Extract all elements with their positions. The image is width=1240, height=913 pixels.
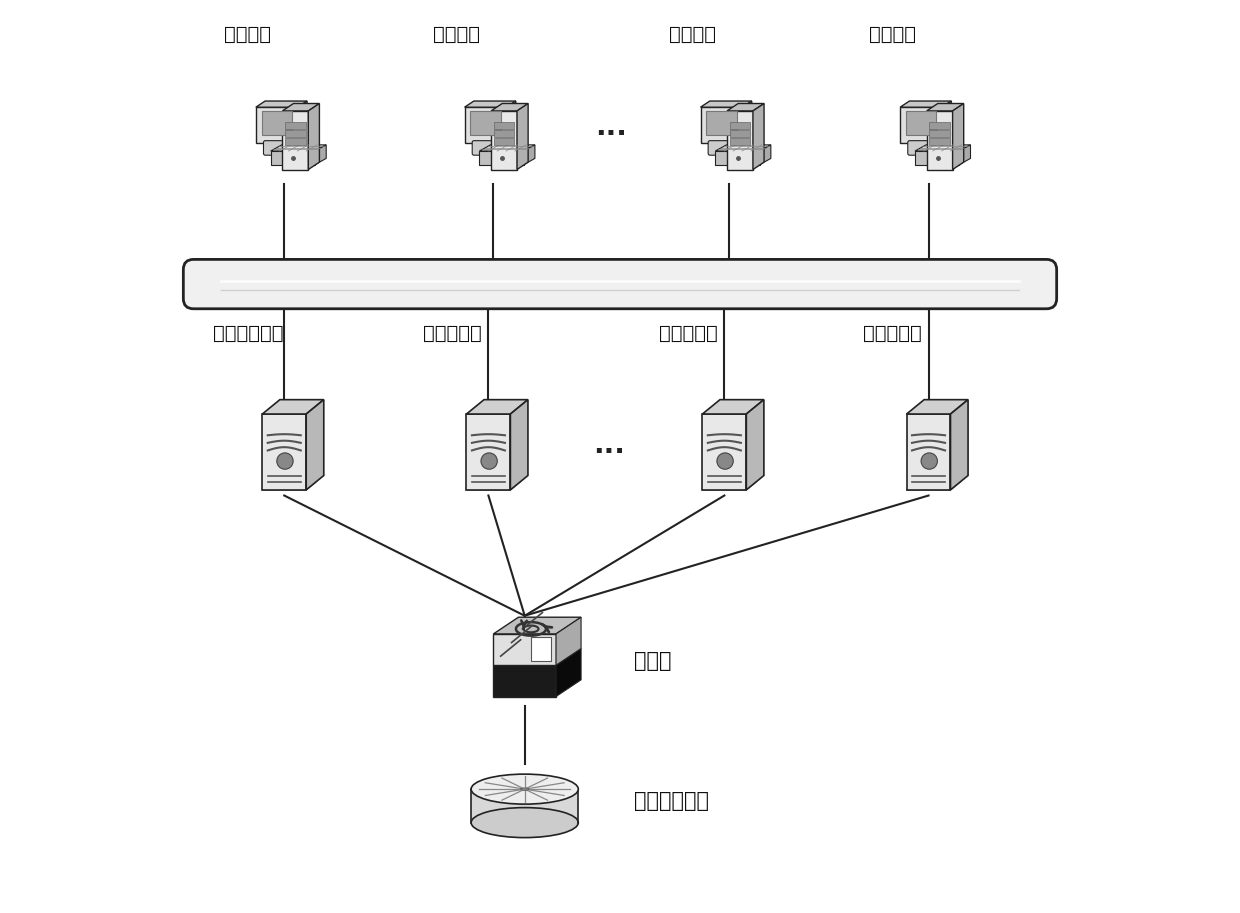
Polygon shape	[727, 110, 753, 170]
Text: 终端用户: 终端用户	[433, 25, 480, 44]
Polygon shape	[298, 101, 308, 143]
Polygon shape	[906, 111, 936, 135]
FancyBboxPatch shape	[285, 138, 305, 145]
Polygon shape	[906, 400, 968, 414]
Polygon shape	[465, 107, 506, 143]
Polygon shape	[702, 400, 764, 414]
Circle shape	[277, 453, 293, 469]
Polygon shape	[270, 145, 326, 151]
Text: 数据库控制器: 数据库控制器	[213, 324, 283, 343]
FancyBboxPatch shape	[930, 122, 950, 130]
FancyBboxPatch shape	[494, 122, 515, 130]
FancyBboxPatch shape	[285, 130, 305, 137]
FancyBboxPatch shape	[730, 138, 750, 145]
Polygon shape	[306, 400, 324, 490]
FancyBboxPatch shape	[730, 130, 750, 137]
FancyBboxPatch shape	[285, 122, 305, 130]
Polygon shape	[494, 617, 582, 634]
Polygon shape	[491, 110, 517, 170]
Polygon shape	[942, 101, 951, 143]
Polygon shape	[283, 103, 320, 110]
Polygon shape	[511, 400, 528, 490]
Ellipse shape	[471, 774, 578, 804]
Polygon shape	[715, 151, 760, 164]
Polygon shape	[715, 145, 771, 151]
Polygon shape	[926, 103, 963, 110]
Polygon shape	[263, 400, 324, 414]
Polygon shape	[900, 101, 951, 107]
Polygon shape	[270, 151, 315, 164]
Polygon shape	[466, 414, 511, 490]
Polygon shape	[255, 101, 308, 107]
Polygon shape	[480, 151, 523, 164]
Polygon shape	[262, 111, 291, 135]
FancyBboxPatch shape	[730, 122, 750, 130]
Polygon shape	[915, 145, 971, 151]
Polygon shape	[466, 481, 521, 490]
Ellipse shape	[471, 808, 578, 837]
Polygon shape	[466, 400, 528, 414]
Text: ···: ···	[593, 438, 625, 466]
Circle shape	[921, 453, 937, 469]
Polygon shape	[915, 151, 960, 164]
Polygon shape	[480, 145, 534, 151]
Polygon shape	[727, 103, 764, 110]
FancyBboxPatch shape	[908, 141, 935, 155]
FancyBboxPatch shape	[930, 130, 950, 137]
Polygon shape	[491, 103, 528, 110]
Polygon shape	[701, 107, 743, 143]
Text: ···: ···	[595, 121, 627, 148]
Circle shape	[481, 453, 497, 469]
Polygon shape	[702, 414, 746, 490]
Polygon shape	[900, 107, 942, 143]
Polygon shape	[702, 481, 756, 490]
FancyBboxPatch shape	[930, 138, 950, 145]
Text: 终端用户: 终端用户	[670, 25, 715, 44]
Polygon shape	[951, 400, 968, 490]
FancyBboxPatch shape	[494, 130, 515, 137]
Text: 备份控制器: 备份控制器	[423, 324, 481, 343]
Polygon shape	[506, 101, 516, 143]
Polygon shape	[753, 103, 764, 170]
Polygon shape	[743, 101, 751, 143]
Polygon shape	[494, 634, 556, 666]
Polygon shape	[906, 481, 961, 490]
Polygon shape	[465, 101, 516, 107]
Polygon shape	[263, 481, 316, 490]
Polygon shape	[926, 110, 952, 170]
Text: 共享存储空间: 共享存储空间	[634, 792, 708, 812]
Text: 备份控制器: 备份控制器	[863, 324, 921, 343]
Polygon shape	[315, 145, 326, 164]
Text: 应用控制器: 应用控制器	[658, 324, 718, 343]
Polygon shape	[283, 110, 309, 170]
Polygon shape	[494, 666, 556, 697]
Polygon shape	[701, 101, 751, 107]
Polygon shape	[707, 111, 737, 135]
Text: 终端用户: 终端用户	[224, 25, 272, 44]
Polygon shape	[471, 789, 578, 823]
Polygon shape	[523, 145, 534, 164]
Polygon shape	[556, 617, 582, 666]
Text: 交换机: 交换机	[634, 651, 671, 671]
Text: 终端用户: 终端用户	[869, 25, 915, 44]
Polygon shape	[263, 414, 306, 490]
FancyBboxPatch shape	[472, 141, 498, 155]
Polygon shape	[906, 414, 951, 490]
Polygon shape	[532, 637, 552, 661]
Polygon shape	[760, 145, 771, 164]
Polygon shape	[960, 145, 971, 164]
Polygon shape	[556, 648, 582, 697]
Polygon shape	[255, 107, 298, 143]
FancyBboxPatch shape	[494, 138, 515, 145]
FancyBboxPatch shape	[184, 259, 1056, 309]
Polygon shape	[952, 103, 963, 170]
Polygon shape	[309, 103, 320, 170]
Ellipse shape	[521, 788, 529, 791]
Polygon shape	[746, 400, 764, 490]
Polygon shape	[517, 103, 528, 170]
FancyBboxPatch shape	[263, 141, 290, 155]
Polygon shape	[470, 111, 501, 135]
FancyBboxPatch shape	[708, 141, 735, 155]
Circle shape	[717, 453, 733, 469]
